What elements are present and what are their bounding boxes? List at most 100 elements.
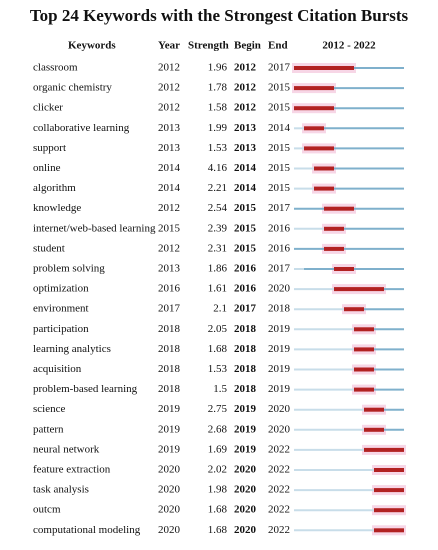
begin: 2018	[234, 363, 257, 375]
keyword: science	[33, 403, 65, 415]
year: 2020	[158, 504, 181, 516]
begin: 2020	[234, 524, 257, 536]
keyword: support	[33, 142, 66, 154]
end: 2020	[268, 403, 291, 415]
strength: 1.5	[213, 383, 227, 395]
keyword: internet/web-based learning	[33, 222, 156, 234]
begin: 2019	[234, 443, 257, 455]
year: 2012	[158, 202, 180, 214]
year: 2018	[158, 343, 181, 355]
end: 2015	[268, 142, 291, 154]
year: 2012	[158, 102, 180, 114]
end: 2020	[268, 283, 291, 295]
year: 2018	[158, 383, 181, 395]
end: 2022	[268, 443, 290, 455]
burst-bar	[294, 86, 334, 91]
keyword: online	[33, 162, 61, 174]
begin: 2012	[234, 82, 257, 94]
strength: 1.61	[208, 283, 227, 295]
year: 2014	[158, 162, 181, 174]
strength: 1.68	[208, 343, 228, 355]
strength: 2.54	[208, 202, 228, 214]
begin: 2018	[234, 323, 257, 335]
burst-bar	[344, 307, 364, 312]
begin: 2012	[234, 102, 257, 114]
end: 2015	[268, 102, 291, 114]
end: 2014	[268, 122, 291, 134]
end: 2018	[268, 303, 291, 315]
begin: 2015	[234, 222, 257, 234]
end: 2015	[268, 182, 291, 194]
header-range: 2012 - 2022	[322, 40, 376, 52]
burst-bar	[334, 267, 354, 271]
begin: 2015	[234, 202, 257, 214]
burst-bar	[324, 246, 344, 251]
header-end: End	[268, 40, 288, 52]
end: 2016	[268, 242, 291, 254]
strength: 2.31	[208, 242, 227, 254]
keyword: clicker	[33, 102, 63, 114]
begin: 2016	[234, 263, 257, 275]
burst-bar	[324, 226, 344, 231]
year: 2020	[158, 464, 181, 476]
strength: 1.96	[208, 62, 228, 74]
burst-bar	[374, 528, 404, 533]
keyword: pattern	[33, 423, 64, 435]
end: 2016	[268, 222, 291, 234]
year: 2015	[158, 222, 181, 234]
strength: 1.78	[208, 82, 228, 94]
strength: 2.75	[208, 403, 228, 415]
keyword: participation	[33, 323, 89, 335]
strength: 1.99	[208, 122, 228, 134]
year: 2014	[158, 182, 181, 194]
strength: 2.68	[208, 423, 228, 435]
keyword: environment	[33, 303, 89, 315]
year: 2012	[158, 82, 180, 94]
year: 2012	[158, 242, 180, 254]
keyword: problem solving	[33, 263, 105, 275]
burst-bar	[294, 106, 334, 111]
year: 2020	[158, 484, 181, 496]
burst-bar	[314, 166, 334, 171]
year: 2020	[158, 524, 181, 536]
burst-bar	[324, 206, 354, 211]
burst-bar	[354, 387, 374, 392]
header-begin: Begin	[234, 40, 261, 52]
end: 2017	[268, 62, 291, 74]
keyword: outcm	[33, 504, 61, 516]
year: 2013	[158, 263, 181, 275]
keyword: acquisition	[33, 363, 82, 375]
keyword: task analysis	[33, 484, 89, 496]
strength: 1.53	[208, 363, 228, 375]
keyword: classroom	[33, 62, 78, 74]
begin: 2013	[234, 122, 257, 134]
keyword: optimization	[33, 283, 89, 295]
keyword: algorithm	[33, 182, 76, 194]
strength: 2.21	[208, 182, 227, 194]
begin: 2018	[234, 383, 257, 395]
burst-bar	[374, 488, 404, 493]
end: 2015	[268, 82, 291, 94]
keyword: neural network	[33, 443, 100, 455]
strength: 2.1	[213, 303, 227, 315]
strength: 4.16	[208, 162, 228, 174]
year: 2013	[158, 142, 181, 154]
strength: 2.05	[208, 323, 228, 335]
header-keywords: Keywords	[68, 40, 116, 52]
strength: 2.39	[208, 222, 228, 234]
end: 2019	[268, 363, 291, 375]
strength: 1.98	[208, 484, 228, 496]
begin: 2019	[234, 423, 257, 435]
strength: 1.68	[208, 504, 228, 516]
burst-bar	[364, 447, 404, 452]
end: 2019	[268, 383, 291, 395]
end: 2022	[268, 524, 290, 536]
year: 2012	[158, 62, 180, 74]
burst-bar	[374, 468, 404, 472]
begin: 2015	[234, 242, 257, 254]
strength: 1.58	[208, 102, 228, 114]
keyword: collaborative learning	[33, 122, 130, 134]
keyword: computational modeling	[33, 524, 141, 536]
end: 2019	[268, 323, 291, 335]
burst-bar	[334, 287, 384, 292]
